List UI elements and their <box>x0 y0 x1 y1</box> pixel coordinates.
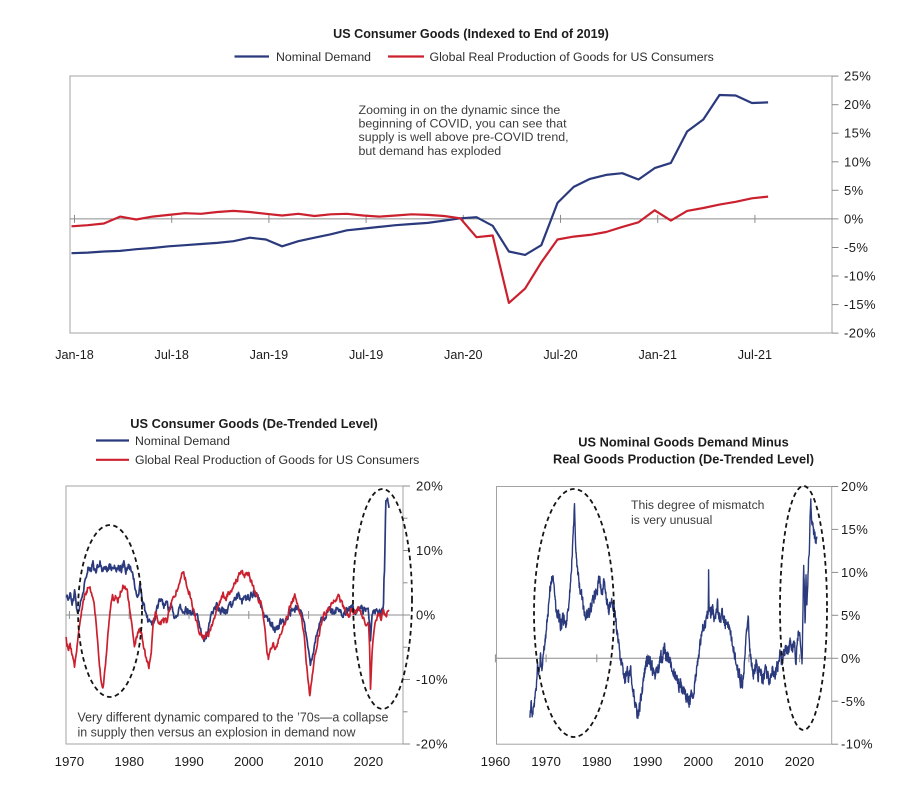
svg-text:1970: 1970 <box>531 754 561 769</box>
svg-text:-15%: -15% <box>844 297 876 312</box>
svg-text:2010: 2010 <box>294 754 324 769</box>
svg-text:but demand has exploded: but demand has exploded <box>359 144 502 158</box>
svg-text:This degree of mismatch: This degree of mismatch <box>631 498 764 512</box>
svg-text:5%: 5% <box>841 608 861 623</box>
svg-text:Nominal Demand: Nominal Demand <box>135 434 230 448</box>
svg-text:-20%: -20% <box>844 326 876 341</box>
svg-text:20%: 20% <box>416 479 443 494</box>
svg-text:Global Real Production of Good: Global Real Production of Goods for US C… <box>135 453 419 467</box>
svg-text:15%: 15% <box>844 126 871 141</box>
svg-text:0%: 0% <box>416 608 436 623</box>
svg-text:10%: 10% <box>416 543 443 558</box>
svg-text:Jul-20: Jul-20 <box>543 348 577 362</box>
svg-text:1960: 1960 <box>481 754 511 769</box>
svg-text:2020: 2020 <box>354 754 384 769</box>
svg-text:-20%: -20% <box>416 737 448 752</box>
svg-text:Global Real Production of Good: Global Real Production of Goods for US C… <box>430 50 714 64</box>
svg-text:1980: 1980 <box>114 754 144 769</box>
svg-text:Jan-21: Jan-21 <box>638 348 677 362</box>
svg-text:20%: 20% <box>841 479 868 494</box>
svg-text:10%: 10% <box>844 154 871 169</box>
svg-text:20%: 20% <box>844 97 871 112</box>
svg-text:2000: 2000 <box>683 754 713 769</box>
svg-text:5%: 5% <box>844 183 864 198</box>
svg-text:1990: 1990 <box>174 754 204 769</box>
svg-text:10%: 10% <box>841 565 868 580</box>
svg-text:Jul-18: Jul-18 <box>155 348 189 362</box>
svg-text:Zooming in on the dynamic sinc: Zooming in on the dynamic since the <box>359 103 561 117</box>
svg-text:Jul-19: Jul-19 <box>349 348 383 362</box>
svg-text:0%: 0% <box>841 651 861 666</box>
svg-text:1990: 1990 <box>633 754 663 769</box>
svg-text:Jan-19: Jan-19 <box>250 348 289 362</box>
svg-text:-5%: -5% <box>841 694 865 709</box>
svg-text:in supply then versus an explo: in supply then versus an explosion in de… <box>78 726 357 740</box>
svg-text:Jan-18: Jan-18 <box>55 348 94 362</box>
svg-text:15%: 15% <box>841 522 868 537</box>
svg-text:Jul-21: Jul-21 <box>738 348 772 362</box>
svg-text:Jan-20: Jan-20 <box>444 348 483 362</box>
svg-text:US Nominal Goods Demand Minus: US Nominal Goods Demand Minus <box>578 435 788 450</box>
svg-text:0%: 0% <box>844 211 864 226</box>
svg-text:Very different dynamic compare: Very different dynamic compared to the ’… <box>78 711 389 725</box>
svg-text:1980: 1980 <box>582 754 612 769</box>
svg-text:-10%: -10% <box>841 737 873 752</box>
svg-text:2020: 2020 <box>785 754 815 769</box>
svg-text:Real Goods Production (De-Tren: Real Goods Production (De-Trended Level) <box>553 452 814 467</box>
svg-text:beginning of COVID, you can se: beginning of COVID, you can see that <box>359 117 568 131</box>
svg-text:2010: 2010 <box>734 754 764 769</box>
svg-text:25%: 25% <box>844 69 871 84</box>
svg-text:-10%: -10% <box>844 269 876 284</box>
svg-text:Nominal Demand: Nominal Demand <box>276 50 371 64</box>
svg-text:US Consumer Goods (De-Trended: US Consumer Goods (De-Trended Level) <box>130 416 377 431</box>
svg-text:-10%: -10% <box>416 672 448 687</box>
svg-text:is very unusual: is very unusual <box>631 513 712 527</box>
svg-text:supply is well above pre-COVID: supply is well above pre-COVID trend, <box>359 130 569 144</box>
svg-text:-5%: -5% <box>844 240 868 255</box>
svg-text:1970: 1970 <box>55 754 85 769</box>
svg-text:US Consumer Goods (Indexed to: US Consumer Goods (Indexed to End of 201… <box>333 27 609 41</box>
svg-text:2000: 2000 <box>234 754 264 769</box>
